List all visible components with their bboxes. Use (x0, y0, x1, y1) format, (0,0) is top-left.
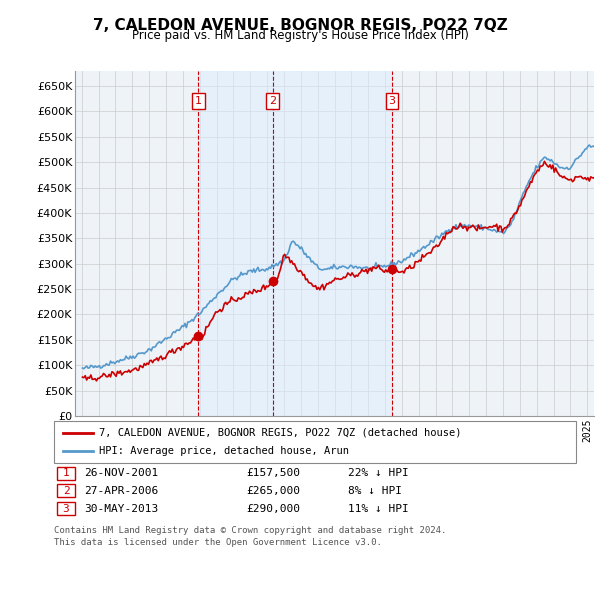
Text: £290,000: £290,000 (246, 504, 300, 513)
Bar (272, 71, 392, 416)
Text: 1: 1 (195, 96, 202, 106)
Text: 7, CALEDON AVENUE, BOGNOR REGIS, PO22 7QZ (detached house): 7, CALEDON AVENUE, BOGNOR REGIS, PO22 7Q… (99, 428, 461, 438)
Bar (199, 71, 272, 416)
Text: Contains HM Land Registry data © Crown copyright and database right 2024.: Contains HM Land Registry data © Crown c… (54, 526, 446, 535)
Text: 11% ↓ HPI: 11% ↓ HPI (348, 504, 409, 513)
Text: 2: 2 (269, 96, 276, 106)
Text: HPI: Average price, detached house, Arun: HPI: Average price, detached house, Arun (99, 446, 349, 456)
Text: 1: 1 (62, 468, 70, 478)
Text: 3: 3 (389, 96, 395, 106)
Text: 27-APR-2006: 27-APR-2006 (84, 486, 158, 496)
Text: 2: 2 (62, 486, 70, 496)
Text: 26-NOV-2001: 26-NOV-2001 (84, 468, 158, 478)
Text: 7, CALEDON AVENUE, BOGNOR REGIS, PO22 7QZ: 7, CALEDON AVENUE, BOGNOR REGIS, PO22 7Q… (92, 18, 508, 32)
Text: 30-MAY-2013: 30-MAY-2013 (84, 504, 158, 513)
Text: Price paid vs. HM Land Registry's House Price Index (HPI): Price paid vs. HM Land Registry's House … (131, 29, 469, 42)
Text: £157,500: £157,500 (246, 468, 300, 478)
Text: 22% ↓ HPI: 22% ↓ HPI (348, 468, 409, 478)
Text: £265,000: £265,000 (246, 486, 300, 496)
Text: This data is licensed under the Open Government Licence v3.0.: This data is licensed under the Open Gov… (54, 538, 382, 547)
Text: 3: 3 (62, 504, 70, 513)
Text: 8% ↓ HPI: 8% ↓ HPI (348, 486, 402, 496)
